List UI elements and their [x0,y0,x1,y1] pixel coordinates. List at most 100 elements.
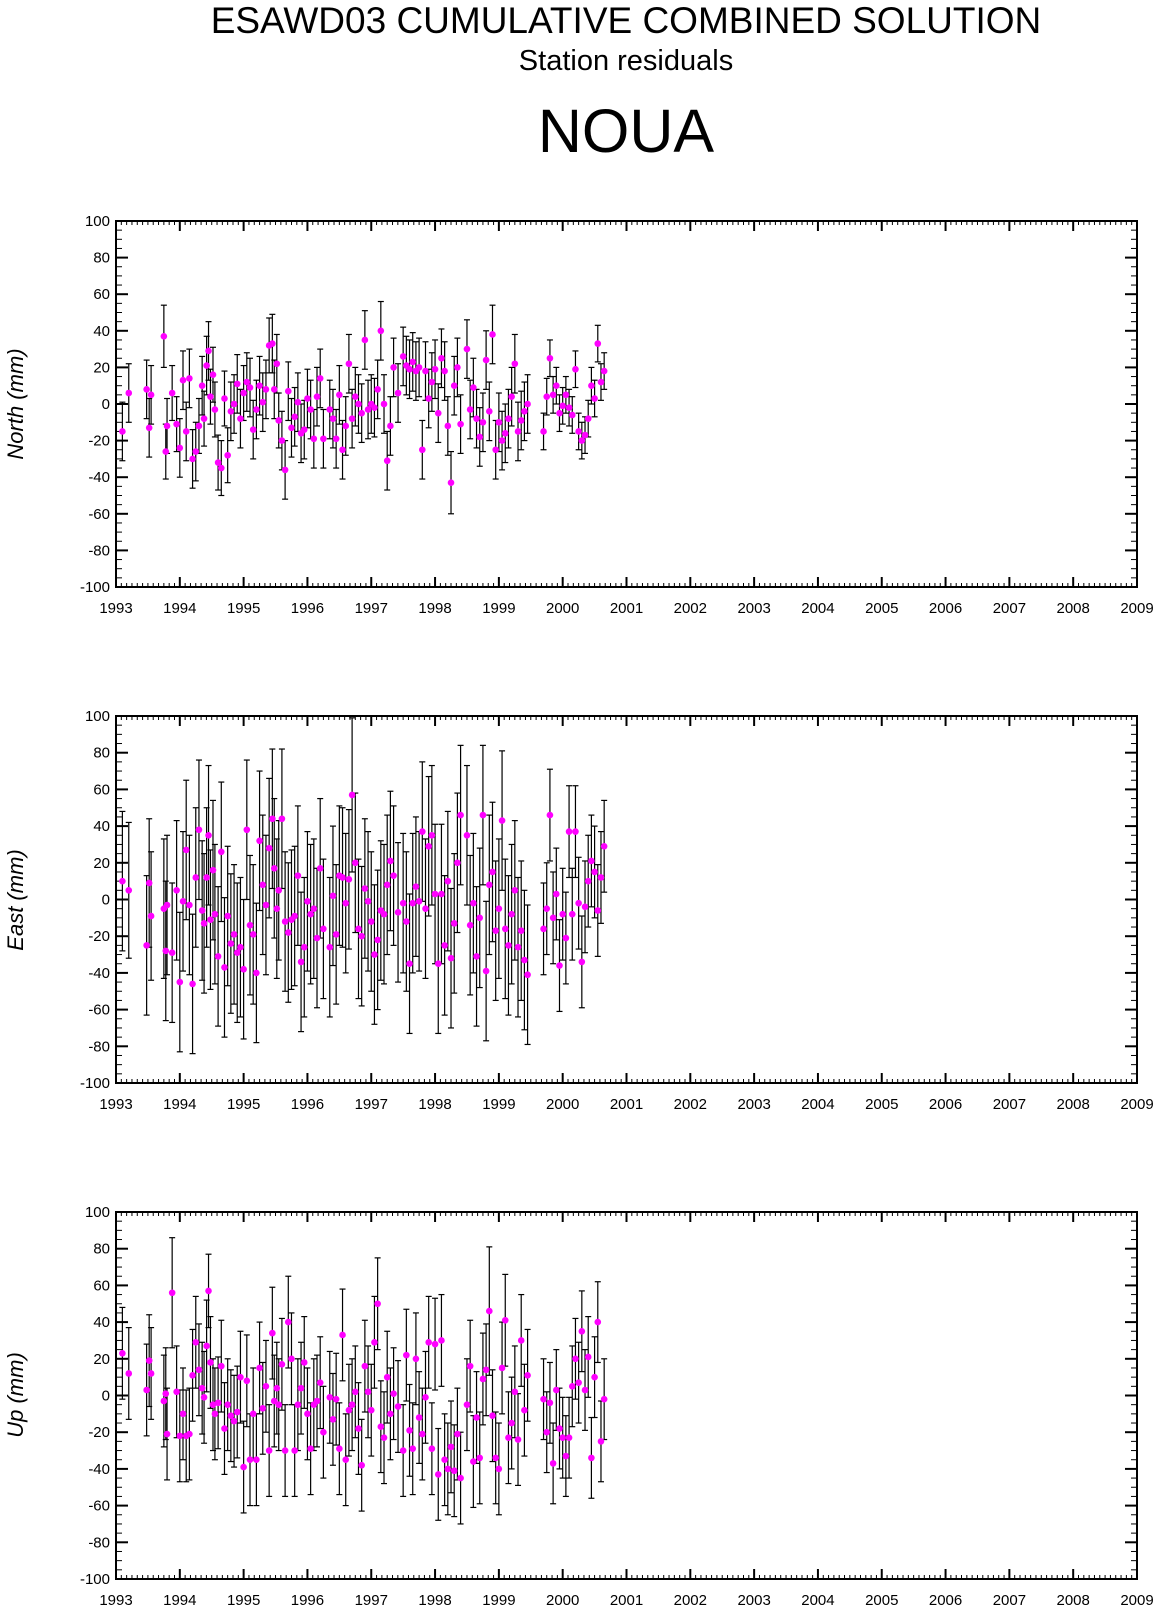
data-point [294,1401,302,1408]
data-point [514,1436,522,1443]
data-point [345,1406,353,1414]
data-point [409,358,417,366]
data-point [145,424,153,432]
data-point [553,1386,560,1394]
y-tick-label: 40 [93,323,110,340]
data-point [399,899,407,907]
data-point [179,376,187,384]
y-tick-label: 100 [85,1204,110,1221]
data-point [394,389,402,397]
data-point [288,424,295,432]
data-point [147,1370,155,1377]
y-tick-label: 0 [102,396,110,413]
y-tick-label: 80 [93,745,110,762]
data-point [192,1338,200,1346]
data-point [227,940,235,947]
data-point [479,811,487,819]
data-point [214,953,222,960]
data-point [326,943,334,951]
data-point [367,918,375,925]
data-point [284,387,292,395]
data-point [505,942,512,949]
data-point [578,437,586,444]
data-point [273,905,281,912]
data-point [374,936,381,944]
data-point [600,842,608,850]
data-point [147,912,155,920]
data-point [189,980,196,988]
x-tick-label: 2004 [801,600,834,617]
y-tick-label: -20 [88,433,110,450]
data-point [237,1373,244,1381]
data-point [160,332,168,340]
data-point [270,1397,278,1405]
data-point [291,1447,298,1454]
data-point [498,437,506,444]
data-point [259,398,267,406]
data-point [591,395,598,402]
x-tick-label: 2001 [610,1096,643,1113]
data-point [501,925,509,933]
data-point [457,420,464,428]
data-point [192,874,200,881]
data-point [278,437,286,444]
data-point [486,881,493,889]
x-tick-label: 1999 [482,1592,515,1609]
data-point [198,1384,206,1392]
data-point [594,340,602,347]
data-point [195,1366,203,1374]
x-tick-label: 1995 [227,600,260,617]
data-point [297,958,305,966]
data-point [168,949,176,957]
data-point [265,1447,273,1454]
data-point [479,419,487,426]
x-tick-label: 2007 [993,600,1026,617]
data-point [281,918,289,925]
data-point [173,887,180,894]
data-point [195,826,203,834]
data-point [575,899,582,907]
data-point [482,967,490,975]
x-tick-label: 2000 [546,600,579,617]
data-point [310,435,318,443]
data-point [565,404,573,411]
data-point [192,448,200,455]
y-tick-label: 60 [93,286,110,303]
data-point [581,1386,589,1394]
data-point [524,400,531,408]
data-point [348,415,356,422]
data-point [495,1465,503,1473]
y-tick-label: 60 [93,1277,110,1294]
data-point [508,910,515,918]
data-point [203,1342,210,1350]
data-point [476,433,484,441]
data-point [476,1454,484,1462]
x-tick-label: 2005 [865,1592,898,1609]
y-tick-label: -100 [80,1075,110,1092]
data-point [125,389,133,397]
x-tick-label: 1993 [99,1096,132,1113]
data-point [549,914,557,922]
data-point [145,879,153,887]
data-point [383,1373,391,1381]
data-point [514,428,522,435]
data-point [476,914,484,922]
data-point [409,899,417,907]
data-point [233,949,241,957]
north-axis-title: North (mm) [3,348,28,459]
data-point [565,828,573,835]
y-tick-label: 0 [102,892,110,909]
data-point [394,1403,402,1410]
data-point [450,920,458,927]
x-tick-label: 2009 [1120,1096,1153,1113]
data-point [489,1412,496,1419]
x-tick-label: 1997 [355,600,388,617]
data-point [243,378,251,386]
data-point [211,1410,219,1418]
data-point [394,909,402,916]
x-tick-label: 1998 [418,1592,451,1609]
data-point [511,360,519,368]
x-tick-label: 2007 [993,1592,1026,1609]
x-tick-label: 2006 [929,1592,962,1609]
data-point [422,367,429,375]
